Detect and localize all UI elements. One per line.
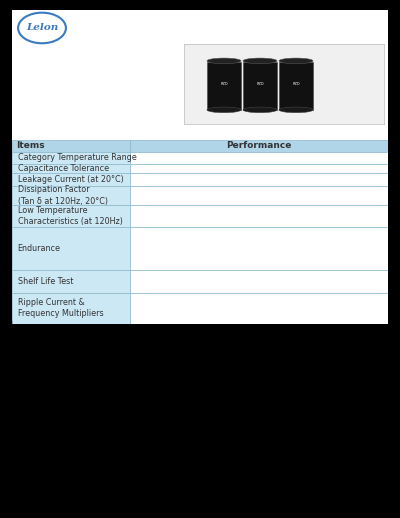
Ellipse shape xyxy=(243,58,277,64)
Bar xyxy=(12,164,130,173)
Bar xyxy=(130,164,388,173)
Text: Endurance: Endurance xyxy=(18,244,61,253)
Bar xyxy=(130,140,388,152)
Text: Performance: Performance xyxy=(226,141,292,150)
Bar xyxy=(130,227,388,270)
Text: RZD: RZD xyxy=(256,82,264,86)
Bar xyxy=(12,140,130,152)
Text: Ripple Current &
Frequency Multipliers: Ripple Current & Frequency Multipliers xyxy=(18,298,103,318)
Bar xyxy=(130,152,388,164)
Bar xyxy=(12,227,130,270)
Text: Items: Items xyxy=(16,141,44,150)
Ellipse shape xyxy=(279,58,313,64)
Text: Low Temperature
Characteristics (at 120Hz): Low Temperature Characteristics (at 120H… xyxy=(18,206,122,226)
Ellipse shape xyxy=(207,107,241,113)
Bar xyxy=(12,293,130,324)
Text: RZD: RZD xyxy=(292,82,300,86)
Bar xyxy=(279,62,313,110)
Bar xyxy=(130,205,388,227)
Bar xyxy=(12,270,130,293)
Text: Lelon: Lelon xyxy=(26,23,58,32)
Bar xyxy=(207,62,241,110)
Bar xyxy=(12,173,130,186)
Text: Shelf Life Test: Shelf Life Test xyxy=(18,277,73,286)
Bar xyxy=(130,186,388,205)
Text: Dissipation Factor
(Tan δ at 120Hz, 20°C): Dissipation Factor (Tan δ at 120Hz, 20°C… xyxy=(18,185,108,206)
Ellipse shape xyxy=(279,107,313,113)
Ellipse shape xyxy=(207,58,241,64)
Text: Category Temperature Range: Category Temperature Range xyxy=(18,153,136,162)
Bar xyxy=(130,293,388,324)
Text: Capacitance Tolerance: Capacitance Tolerance xyxy=(18,164,109,172)
Text: Leakage Current (at 20°C): Leakage Current (at 20°C) xyxy=(18,175,123,184)
Bar xyxy=(12,152,130,164)
Bar xyxy=(130,173,388,186)
Bar xyxy=(12,205,130,227)
Bar xyxy=(12,186,130,205)
Ellipse shape xyxy=(18,12,66,44)
Bar xyxy=(130,270,388,293)
Bar xyxy=(243,62,277,110)
Ellipse shape xyxy=(243,107,277,113)
Text: RZD: RZD xyxy=(220,82,228,86)
